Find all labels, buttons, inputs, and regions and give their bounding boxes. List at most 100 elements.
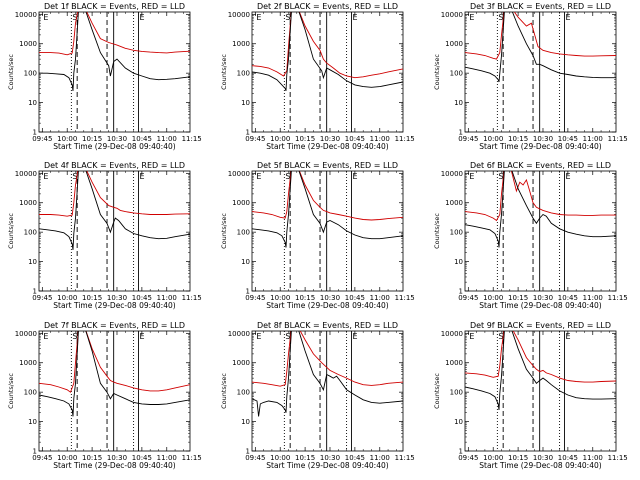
- y-tick-label: 10: [28, 258, 37, 266]
- x-tick-label: 10:45: [132, 135, 152, 143]
- y-tick-label: 100: [237, 229, 250, 237]
- x-axis-label: Start Time (29-Dec-08 09:40:40): [266, 301, 388, 310]
- marker-label: E: [43, 13, 48, 22]
- marker-label: E: [140, 332, 145, 341]
- y-tick-label: 10: [454, 99, 463, 107]
- marker-label: E: [353, 172, 358, 181]
- x-tick-label: 10:45: [132, 454, 152, 462]
- y-axis-label: Counts/sec: [7, 54, 15, 90]
- series-line-black: [465, 171, 616, 248]
- y-tick-label: 10: [454, 258, 463, 266]
- chart-title: Det 2f BLACK = Events, RED = LLD: [257, 2, 398, 11]
- x-tick-label: 10:30: [107, 135, 127, 143]
- marker-label: E: [353, 332, 358, 341]
- y-tick-label: 10: [28, 418, 37, 426]
- y-tick-label: 100: [450, 70, 463, 78]
- x-tick-label: 09:45: [32, 294, 52, 302]
- plot-frame: [251, 170, 404, 292]
- y-tick-label: 1000: [232, 40, 250, 48]
- x-axis-label: Start Time (29-Dec-08 09:40:40): [479, 301, 601, 310]
- x-tick-label: 11:00: [583, 454, 603, 462]
- y-tick-label: 1000: [445, 359, 463, 367]
- marker-label: S: [285, 13, 290, 22]
- y-tick-label: 1000: [445, 40, 463, 48]
- x-tick-label: 10:15: [508, 135, 528, 143]
- x-axis-label: Start Time (29-Dec-08 09:40:40): [479, 142, 601, 151]
- x-axis-label: Start Time (29-Dec-08 09:40:40): [266, 142, 388, 151]
- panel-3: Det 3f BLACK = Events, RED = LLD 1 10 100 10…: [433, 2, 628, 151]
- x-tick-label: 10:15: [295, 294, 315, 302]
- y-tick-label: 1000: [19, 359, 37, 367]
- y-tick-label: 100: [237, 70, 250, 78]
- series-line-red: [39, 12, 190, 56]
- y-tick-label: 10000: [441, 330, 463, 338]
- marker-label: S: [285, 172, 290, 181]
- y-tick-label: 10: [241, 99, 250, 107]
- series-line-red: [39, 171, 190, 217]
- y-tick-label: 100: [450, 389, 463, 397]
- x-tick-label: 11:00: [583, 294, 603, 302]
- x-axis-label: Start Time (29-Dec-08 09:40:40): [53, 461, 175, 470]
- y-tick-label: 100: [24, 229, 37, 237]
- series-line-red: [465, 331, 616, 383]
- marker-label: E: [140, 172, 145, 181]
- marker-label: S: [72, 172, 77, 181]
- marker-label: E: [469, 13, 474, 22]
- marker-label: S: [498, 13, 503, 22]
- x-tick-label: 11:15: [182, 454, 202, 462]
- x-tick-label: 11:00: [370, 454, 390, 462]
- marker-label: E: [140, 13, 145, 22]
- x-tick-label: 10:30: [533, 294, 553, 302]
- y-axis-label: Counts/sec: [220, 213, 228, 249]
- y-tick-label: 1000: [19, 199, 37, 207]
- series-line-red: [465, 171, 616, 222]
- panel-4: Det 4f BLACK = Events, RED = LLD 1 10 100 10…: [7, 161, 202, 310]
- marker-label: E: [566, 172, 571, 181]
- x-tick-label: 10:30: [320, 294, 340, 302]
- marker-label: S: [498, 332, 503, 341]
- marker-label: E: [566, 13, 571, 22]
- y-tick-label: 100: [237, 389, 250, 397]
- marker-label: E: [43, 172, 48, 181]
- y-tick-label: 1: [459, 129, 463, 137]
- x-tick-label: 10:00: [483, 454, 503, 462]
- y-tick-label: 100: [450, 229, 463, 237]
- series-line-red: [252, 12, 403, 79]
- x-tick-label: 10:45: [345, 294, 365, 302]
- y-tick-label: 10: [28, 99, 37, 107]
- y-tick-label: 1: [33, 129, 37, 137]
- y-axis-label: Counts/sec: [433, 54, 441, 90]
- x-tick-label: 10:00: [270, 135, 290, 143]
- x-tick-label: 09:45: [245, 294, 265, 302]
- series-line-black: [252, 331, 403, 417]
- x-tick-label: 11:15: [608, 454, 628, 462]
- plot-frame: [464, 330, 617, 452]
- y-tick-label: 1: [459, 448, 463, 456]
- chart-title: Det 3f BLACK = Events, RED = LLD: [470, 2, 611, 11]
- y-tick-label: 1: [246, 129, 250, 137]
- x-tick-label: 10:15: [508, 294, 528, 302]
- x-tick-label: 10:15: [295, 454, 315, 462]
- y-tick-label: 10000: [228, 170, 250, 178]
- x-tick-label: 10:30: [107, 294, 127, 302]
- y-tick-label: 10000: [15, 170, 37, 178]
- marker-label: S: [498, 172, 503, 181]
- x-tick-label: 10:45: [558, 294, 578, 302]
- chart-title: Det 9f BLACK = Events, RED = LLD: [470, 321, 611, 330]
- x-tick-label: 11:15: [608, 135, 628, 143]
- y-tick-label: 1: [33, 288, 37, 296]
- series-line-red: [465, 12, 616, 60]
- plot-frame: [38, 170, 191, 292]
- x-tick-label: 10:00: [483, 135, 503, 143]
- x-axis-label: Start Time (29-Dec-08 09:40:40): [53, 301, 175, 310]
- marker-label: E: [566, 332, 571, 341]
- marker-label: E: [256, 332, 261, 341]
- x-tick-label: 09:45: [32, 454, 52, 462]
- series-line-black: [252, 171, 403, 248]
- series-line-red: [252, 331, 403, 387]
- x-tick-label: 10:30: [320, 135, 340, 143]
- x-tick-label: 11:00: [583, 135, 603, 143]
- x-tick-label: 10:00: [270, 294, 290, 302]
- x-tick-label: 11:15: [395, 135, 415, 143]
- marker-label: E: [469, 332, 474, 341]
